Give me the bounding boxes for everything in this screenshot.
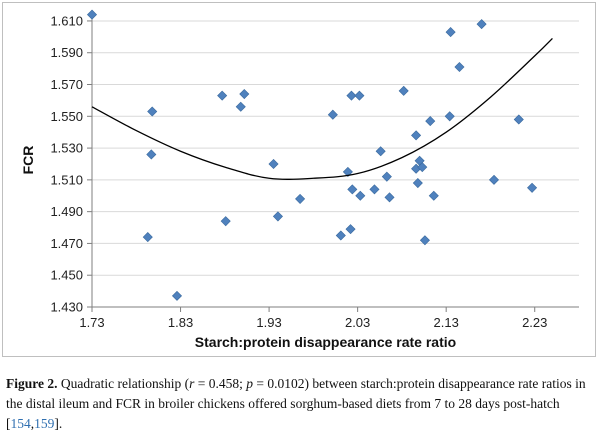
y-tick-label: 1.530 — [50, 141, 83, 156]
data-point — [513, 114, 524, 125]
data-point — [419, 235, 430, 246]
data-point — [268, 158, 279, 169]
y-tick-label: 1.450 — [50, 268, 83, 283]
data-point — [428, 190, 439, 201]
data-point — [147, 106, 158, 117]
caption-reference-link[interactable]: 159 — [34, 416, 55, 431]
data-point — [347, 184, 358, 195]
data-point — [488, 174, 500, 185]
x-tick-label: 1.93 — [256, 315, 281, 330]
caption-text-part: = 0.0102) between starch:protein disappe… — [6, 376, 586, 431]
data-point — [384, 192, 395, 203]
data-point — [354, 90, 365, 101]
data-point — [445, 27, 456, 38]
caption-p-symbol: p — [246, 376, 253, 391]
data-point — [171, 290, 183, 301]
x-tick-label: 2.03 — [345, 315, 370, 330]
caption-text-part: ]. — [54, 416, 63, 431]
x-axis-title: Starch:protein disappearance rate ratio — [195, 334, 456, 350]
data-point — [345, 224, 356, 235]
x-tick-label: 1.83 — [168, 315, 193, 330]
x-tick-label: 2.13 — [434, 315, 459, 330]
data-point — [327, 109, 338, 120]
caption-figure-label: Figure 2. — [6, 376, 58, 391]
data-point — [220, 216, 231, 227]
y-tick-label: 1.590 — [50, 45, 83, 60]
data-point — [476, 19, 487, 30]
data-point — [86, 9, 98, 20]
y-tick-label: 1.430 — [50, 300, 83, 315]
caption-text-part: = 0.458; — [194, 376, 247, 391]
quadratic-trend-line — [91, 37, 553, 180]
data-point — [454, 62, 465, 73]
y-tick-label: 1.550 — [50, 109, 83, 124]
y-tick-labels: 1.430 1.450 1.470 1.490 1.510 1.530 1.550 1.570… — [50, 13, 83, 314]
data-point — [146, 149, 157, 160]
x-tick-label: 2.23 — [522, 315, 547, 330]
y-tick-label: 1.490 — [50, 204, 83, 219]
data-point — [235, 101, 246, 112]
data-point — [412, 178, 423, 189]
data-points — [86, 9, 538, 301]
y-tick-label: 1.610 — [50, 13, 83, 28]
figure-caption: Figure 2. Quadratic relationship (r = 0.… — [6, 374, 594, 434]
data-point — [425, 116, 436, 127]
data-point — [217, 90, 228, 101]
data-point — [444, 111, 455, 122]
data-point — [417, 162, 428, 173]
caption-reference-link[interactable]: 154 — [10, 416, 31, 431]
data-point — [295, 193, 306, 204]
caption-text-part: , — [30, 416, 35, 431]
y-tick-label: 1.470 — [50, 236, 83, 251]
data-point — [355, 190, 366, 201]
axes — [91, 13, 579, 308]
data-point — [346, 90, 357, 101]
data-point — [527, 182, 538, 193]
chart-frame: 1.430 1.450 1.470 1.490 1.510 1.530 1.550 1.570… — [2, 2, 596, 357]
data-point — [342, 166, 353, 177]
y-axis-title: FCR — [20, 146, 36, 175]
data-point — [375, 146, 386, 157]
data-point — [142, 232, 153, 243]
data-point — [411, 130, 422, 141]
data-point — [239, 89, 250, 100]
data-point — [335, 230, 346, 241]
data-point — [272, 211, 283, 222]
caption-text-part: Quadratic relationship ( — [57, 376, 190, 391]
x-tick-labels: 1.73 1.83 1.93 2.03 2.13 2.23 — [79, 315, 547, 330]
scatter-plot: 1.430 1.450 1.470 1.490 1.510 1.530 1.550 1.570… — [20, 9, 579, 350]
data-point — [398, 85, 409, 96]
data-point — [381, 171, 392, 182]
y-tick-label: 1.570 — [50, 77, 83, 92]
grid-lines — [87, 20, 579, 312]
caption-r-symbol: r — [189, 376, 195, 391]
y-tick-label: 1.510 — [50, 172, 83, 187]
data-point — [369, 184, 380, 195]
x-tick-label: 1.73 — [79, 315, 104, 330]
